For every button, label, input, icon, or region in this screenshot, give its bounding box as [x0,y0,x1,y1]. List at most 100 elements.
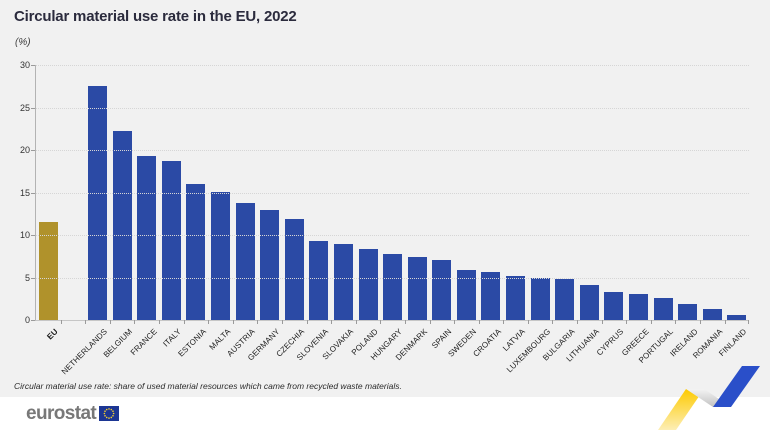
bar-gap [60,65,86,324]
ribbon-yellow-segment [658,389,704,430]
bar-finland [727,314,747,320]
bar-portugal [653,297,673,320]
x-tick-mark [134,320,136,324]
bar-malta [210,191,230,320]
bar-lithuania [579,285,599,320]
bar-croatia [481,272,501,320]
bar-group-belgium: BELGIUM [102,65,135,359]
bar-group-ireland: IRELAND [668,65,700,358]
x-tick-mark [700,320,702,324]
bar-group-sweden: SWEDEN [447,65,479,359]
bar-hungary [383,253,403,320]
x-tick-mark [675,320,677,324]
bar-slovakia [333,243,353,320]
x-tick-mark [109,320,111,324]
bar-group-bulgaria: BULGARIA [541,65,577,363]
x-tick-mark [724,320,726,324]
bar-eu [38,222,58,320]
x-tick-mark [478,320,480,324]
x-tick-mark [380,320,382,324]
x-tick-mark [748,320,750,324]
x-tick-mark [183,320,185,324]
y-tick-mark-25 [31,107,35,109]
bar-latvia [506,275,526,320]
eu-flag-icon [99,406,120,421]
eurostat-logo: eurostat [26,403,120,424]
x-tick-mark [281,320,283,324]
y-tick-mark-0 [31,320,35,321]
x-tick-mark [577,320,579,324]
bar-sweden [456,269,476,320]
bar-group-poland: POLAND [350,65,381,357]
bar-group-cyprus: CYPRUS [595,65,627,357]
x-tick-mark [208,320,210,324]
chart-footnote: Circular material use rate: share of use… [14,381,402,391]
bar-germany [260,209,280,320]
bar-belgium [112,131,132,320]
bar-group-denmark: DENMARK [394,65,430,362]
bar-group-estonia: ESTONIA [176,65,209,359]
x-tick-mark [158,320,160,324]
gridline-15 [36,192,749,194]
x-tick-mark [60,320,62,324]
y-tick-label-30: 30 [19,60,30,70]
x-tick-mark [331,320,333,324]
bar-france [137,155,157,320]
y-tick-label-25: 25 [19,102,30,113]
gridline-25 [36,107,749,109]
eurostat-ribbon-decoration [658,366,760,430]
bar-ireland [678,303,698,320]
x-tick-mark [626,320,628,324]
y-tick-mark-30 [31,65,35,66]
bar-group-france: FRANCE [128,65,159,357]
bar-group-croatia: CROATIA [471,65,504,359]
bar-netherlands [87,86,107,320]
x-tick-mark [232,320,234,324]
bar-luxembourg [530,277,550,320]
bar-cyprus [604,291,624,320]
x-tick-mark [601,320,603,324]
y-tick-mark-10 [31,235,35,236]
gridline-30 [36,65,749,66]
x-tick-mark [404,320,406,324]
bar-austria [235,202,255,320]
bar-group-greece: GREECE [620,65,651,358]
gridline-20 [36,150,749,151]
y-tick-mark-5 [31,277,35,279]
gridline-5 [36,277,749,279]
bar-series: EU NETHERLANDS BELGIUM FRANCE ITALY ESTONIA MA… [36,65,750,376]
chart-title: Circular material use rate in the EU, 20… [14,8,297,25]
bar-greece [629,293,649,320]
bar-group-germany: GERMANY [246,65,282,362]
bar-poland [358,248,378,320]
bar-group-austria: AUSTRIA [225,65,258,358]
bar-group-portugal: PORTUGAL [637,65,676,365]
bar-group-finland: FINLAND [718,65,750,358]
bar-group-luxembourg: LUXEMBOURG [505,65,553,374]
bar-romania [702,308,722,320]
y-tick-mark-20 [31,150,35,151]
x-tick-mark [552,320,554,324]
x-tick-mark [503,320,505,324]
bar-group-latvia: LATVIA [501,65,528,353]
bar-group-slovenia: SLOVENIA [295,65,332,362]
bar-denmark [407,257,427,320]
bar-group-spain: SPAIN [429,65,455,350]
eurostat-logo-text: eurostat [26,403,97,424]
bar-group-romania: ROMANIA [691,65,725,360]
y-tick-label-15: 15 [19,187,30,198]
x-tick-mark [257,320,259,324]
bar-czechia [284,218,304,320]
bar-italy [161,161,181,320]
x-tick-mark [429,320,431,324]
bar-estonia [186,184,206,320]
plot-area: EU NETHERLANDS BELGIUM FRANCE ITALY ESTONIA MA… [35,65,750,376]
gridline-10 [36,235,749,236]
y-tick-label-5: 5 [24,272,30,283]
bar-group-slovakia: SLOVAKIA [321,65,356,361]
y-tick-label-10: 10 [19,230,30,240]
chart-unit-label: (%) [15,37,31,48]
y-tick-label-20: 20 [19,145,30,155]
bar-spain [432,259,452,320]
